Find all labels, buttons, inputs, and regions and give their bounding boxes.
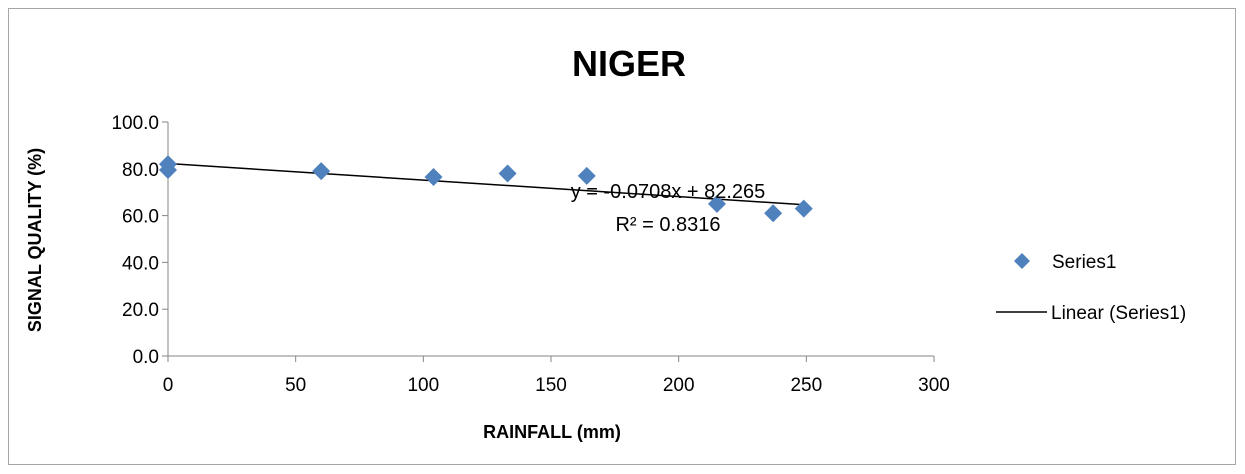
data-point bbox=[424, 167, 443, 186]
data-point bbox=[764, 204, 783, 223]
y-tick-label: 100.0 bbox=[111, 113, 159, 134]
x-tick-label: 50 bbox=[285, 375, 306, 396]
trendline-r-squared: R² = 0.8316 bbox=[615, 214, 720, 236]
data-point bbox=[707, 194, 726, 213]
trendline-equation: y = -0.0708x + 82.265 bbox=[571, 181, 766, 203]
chart-title: NIGER bbox=[572, 43, 686, 84]
x-tick-label: 100 bbox=[407, 375, 439, 396]
legend: Series1 Linear (Series1) bbox=[996, 252, 1186, 324]
data-point bbox=[794, 199, 813, 218]
legend-series1-label: Series1 bbox=[1052, 252, 1116, 273]
y-tick-label: 20.0 bbox=[122, 300, 159, 321]
data-point bbox=[498, 164, 517, 183]
x-tick-label: 150 bbox=[535, 375, 567, 396]
axes: 0.0 20.0 40.0 60.0 80.0 100.0 0 50 100 150 200 250 3… bbox=[111, 113, 949, 396]
trendline-layer bbox=[167, 162, 807, 206]
y-tick-label: 80.0 bbox=[122, 160, 159, 181]
data-point bbox=[312, 162, 331, 181]
data-point bbox=[577, 166, 596, 185]
legend-linear-label: Linear (Series1) bbox=[1051, 303, 1186, 324]
y-tick-label: 0.0 bbox=[133, 347, 159, 368]
legend-series1-marker bbox=[1014, 253, 1030, 269]
y-tick-label: 60.0 bbox=[122, 207, 159, 228]
x-tick-label: 300 bbox=[918, 375, 950, 396]
data-point bbox=[159, 160, 177, 179]
x-axis-title: RAINFALL (mm) bbox=[483, 422, 621, 442]
x-tick-label: 250 bbox=[790, 375, 822, 396]
y-axis-title: SIGNAL QUALITY (%) bbox=[25, 148, 45, 332]
chart-frame bbox=[8, 8, 1236, 465]
x-tick-label: 0 bbox=[163, 375, 174, 396]
trendline bbox=[167, 162, 807, 206]
x-tick-label: 200 bbox=[663, 375, 695, 396]
data-points bbox=[159, 155, 813, 223]
y-tick-label: 40.0 bbox=[122, 253, 159, 274]
